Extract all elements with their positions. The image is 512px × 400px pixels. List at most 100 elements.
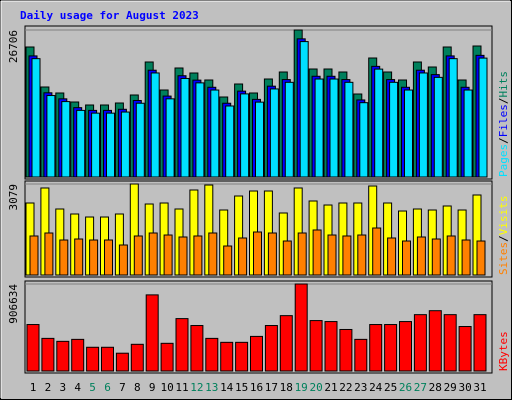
bar: [208, 232, 218, 276]
bar: [26, 324, 40, 372]
bar: [476, 240, 486, 276]
x-tick-label: 9: [149, 381, 156, 394]
y-tick-label: 3079: [7, 184, 20, 211]
bar: [299, 41, 309, 178]
legend-entry: KBytes: [497, 331, 510, 371]
bar: [294, 283, 308, 372]
bar: [329, 78, 339, 178]
bar: [71, 338, 85, 372]
bar: [46, 95, 56, 178]
bar: [387, 237, 397, 276]
bar: [41, 337, 55, 372]
y-tick-label: 906634: [7, 284, 20, 324]
bar: [339, 328, 353, 372]
bar: [374, 68, 384, 178]
bar: [478, 57, 488, 178]
bar: [101, 346, 114, 372]
bar: [235, 341, 249, 372]
bar: [264, 325, 278, 372]
bar: [145, 294, 159, 372]
x-tick-label: 19: [295, 381, 308, 394]
bar: [59, 239, 69, 276]
bar: [433, 76, 443, 178]
bar: [205, 337, 219, 372]
bar: [312, 229, 322, 276]
bar: [389, 81, 399, 178]
legend-separator: /: [497, 98, 510, 105]
bar: [431, 238, 441, 276]
legend-entry: Pages: [497, 144, 510, 177]
bar: [180, 77, 190, 178]
x-tick-label: 8: [134, 381, 141, 394]
bar: [104, 239, 113, 276]
y-tick-label: 26706: [7, 30, 20, 63]
x-tick-label: 18: [280, 381, 293, 394]
bar: [443, 314, 457, 372]
bar: [44, 232, 54, 276]
bar: [402, 240, 411, 276]
bar: [193, 235, 203, 276]
bar: [269, 88, 279, 178]
x-tick-label: 30: [458, 381, 471, 394]
bar: [223, 245, 233, 276]
chart-title: Daily usage for August 2023: [20, 9, 199, 22]
bar: [91, 112, 101, 178]
bar: [76, 109, 86, 178]
legend: KBytes: [497, 331, 510, 371]
bar: [56, 340, 70, 372]
x-tick-label: 5: [89, 381, 96, 394]
x-tick-label: 26: [399, 381, 412, 394]
bar: [473, 314, 487, 372]
bar: [150, 72, 160, 178]
legend-entry: Visits: [497, 196, 510, 236]
bar: [163, 234, 173, 276]
bar: [399, 321, 412, 372]
x-tick-label: 16: [250, 381, 263, 394]
bar: [130, 343, 144, 372]
x-tick-label: 17: [265, 381, 278, 394]
x-tick-label: 6: [104, 381, 111, 394]
bar: [175, 318, 189, 372]
x-tick-label: 13: [205, 381, 218, 394]
bar: [297, 232, 307, 276]
bar: [354, 338, 368, 372]
bar: [220, 341, 234, 372]
x-tick-label: 20: [309, 381, 322, 394]
x-tick-label: 31: [473, 381, 486, 394]
bar: [369, 324, 383, 372]
bar: [118, 244, 128, 276]
x-tick-label: 25: [384, 381, 397, 394]
bar: [178, 236, 188, 276]
x-tick-label: 10: [160, 381, 173, 394]
legend: Pages/Files/Hits: [497, 71, 510, 177]
bar: [160, 342, 174, 372]
bar: [61, 101, 71, 178]
bar: [255, 101, 264, 178]
bar: [148, 232, 158, 276]
legend-separator: /: [497, 235, 510, 242]
bar: [461, 239, 471, 276]
bar: [31, 58, 41, 178]
bar: [342, 235, 352, 276]
bar: [324, 321, 338, 372]
bar: [279, 315, 293, 372]
bar: [413, 314, 427, 372]
bar: [190, 325, 204, 372]
bar: [446, 235, 456, 276]
bar: [135, 102, 145, 178]
x-tick-label: 12: [190, 381, 203, 394]
bar: [225, 105, 235, 178]
bar: [448, 58, 458, 178]
bar: [74, 238, 84, 276]
bar: [115, 352, 129, 372]
bar: [404, 89, 413, 178]
x-tick-label: 11: [175, 381, 188, 394]
bar: [267, 232, 277, 276]
bar: [458, 326, 472, 372]
bar: [418, 72, 428, 178]
bar: [86, 346, 100, 372]
bar: [463, 89, 473, 178]
bar: [314, 78, 324, 178]
